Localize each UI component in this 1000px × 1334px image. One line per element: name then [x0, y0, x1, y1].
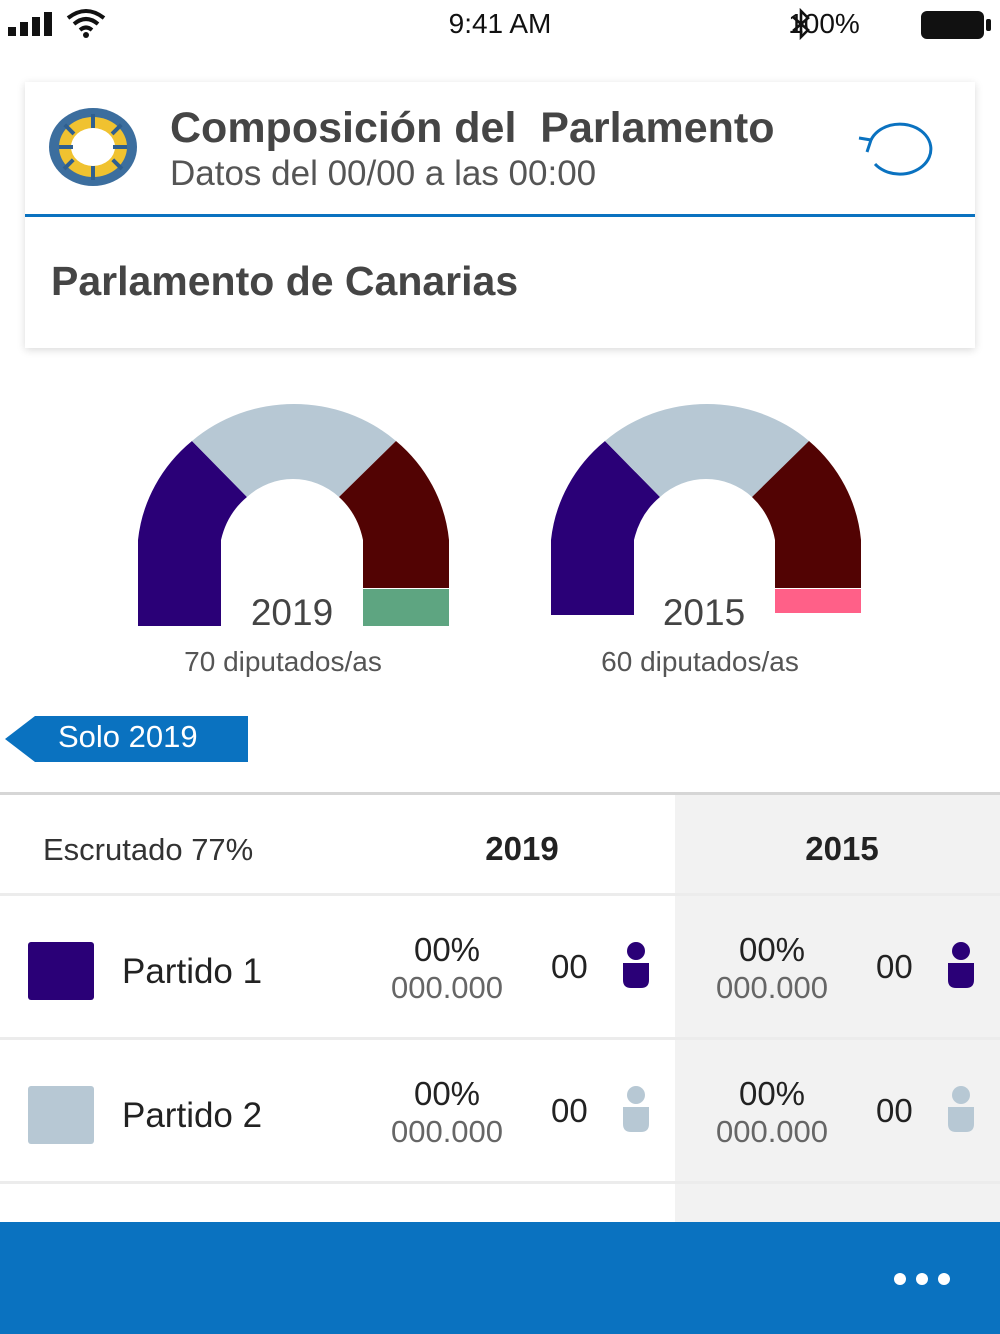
person-icon: [623, 1086, 649, 1132]
hemicycle-year-2019: 2019: [250, 592, 334, 633]
refresh-icon[interactable]: [857, 118, 933, 178]
bottom-bar: [0, 1222, 1000, 1334]
party-pct-2015: 00%: [738, 931, 806, 968]
hemicycle-2015: [551, 403, 861, 615]
party-votes-2019: 000.000: [390, 970, 504, 1005]
header-divider: [25, 214, 975, 217]
more-icon[interactable]: [884, 1272, 950, 1290]
hemicycle-segment-party-4: [363, 589, 449, 626]
hemicycle-seats-2015: 60 diputados/as: [601, 646, 799, 677]
wifi-icon: [66, 9, 106, 38]
party-votes-2015: 000.000: [715, 1114, 829, 1149]
page-title: Composición del Parlamento: [170, 104, 775, 152]
hemicycle-segment-party-1: [551, 441, 660, 615]
party-color-swatch: [28, 1086, 94, 1144]
scrutinized-label: Escrutado 77%: [43, 832, 254, 867]
column-2015-background: [675, 795, 1000, 1225]
party-seats-2015: 00: [876, 1092, 913, 1129]
person-icon: [948, 1086, 974, 1132]
bluetooth-icon: [792, 8, 810, 40]
battery-percent: 100%: [788, 8, 860, 39]
hemicycle-segment-party-2: [192, 403, 396, 497]
person-icon: [948, 942, 974, 988]
header-card: Composición del Parlamento Datos del 00/…: [25, 82, 975, 348]
hemicycle-segment-party-2: [605, 403, 809, 497]
status-time: 9:41 AM: [448, 8, 552, 39]
status-bar: 9:41 AM 100%: [0, 0, 1000, 50]
party-seats-2019: 00: [551, 1092, 588, 1129]
hemicycle-year-2015: 2015: [662, 592, 746, 633]
parliament-name: Parlamento de Canarias: [51, 258, 519, 304]
filter-tag[interactable]: [5, 716, 248, 762]
hemicycle-seats-2019: 70 diputados/as: [184, 646, 382, 677]
table-top-border: [0, 792, 1000, 795]
party-seats-2015: 00: [876, 948, 913, 985]
column-header-2015: 2015: [805, 830, 879, 867]
party-pct-2015: 00%: [738, 1075, 806, 1112]
party-pct-2019: 00%: [413, 1075, 481, 1112]
party-votes-2019: 000.000: [390, 1114, 504, 1149]
filter-tag-label[interactable]: Solo 2019: [58, 719, 198, 754]
hemicycle-2019: [138, 403, 449, 626]
row-divider: [0, 1181, 1000, 1184]
data-timestamp: Datos del 00/00 a las 00:00: [170, 154, 597, 193]
party-name: Partido 1: [122, 952, 263, 991]
hemicycle-segment-party-3: [339, 441, 449, 588]
hemicycle-segment-party-3: [752, 441, 861, 588]
party-votes-2015: 000.000: [715, 970, 829, 1005]
row-divider: [0, 1037, 1000, 1040]
party-seats-2019: 00: [551, 948, 588, 985]
party-pct-2019: 00%: [413, 931, 481, 968]
row-divider: [0, 893, 1000, 896]
battery-icon: [921, 11, 991, 39]
hemicycle-segment-party-5: [775, 589, 861, 613]
column-header-2019: 2019: [485, 830, 559, 867]
party-color-swatch: [28, 942, 94, 1000]
logo-icon: [49, 108, 137, 186]
party-name: Partido 2: [122, 1096, 263, 1135]
signal-icon: [8, 12, 52, 36]
hemicycle-segment-party-1: [138, 441, 247, 626]
person-icon: [623, 942, 649, 988]
